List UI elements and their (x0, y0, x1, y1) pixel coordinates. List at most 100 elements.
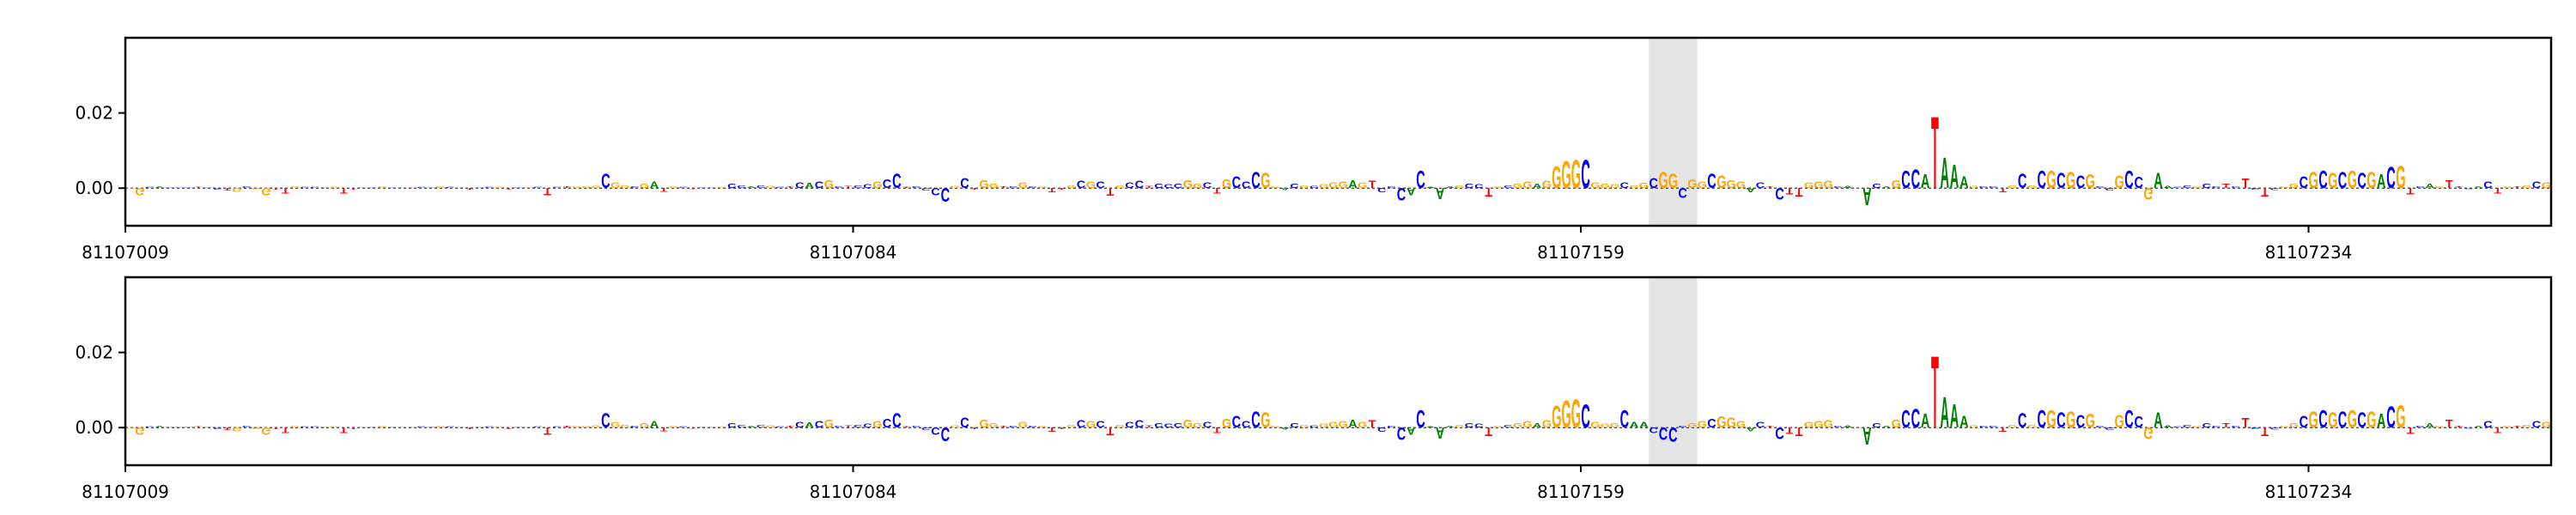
logo-letter: C (1028, 186, 1037, 189)
logo-letter: C (2415, 426, 2425, 428)
logo-letter: C (1416, 405, 1425, 433)
logo-letter: C (2018, 410, 2026, 433)
logo-letter: C (863, 184, 872, 189)
y-tick-label: 0.00 (75, 417, 113, 438)
logo-letter: C (1290, 184, 1298, 191)
logo-letter: C (1232, 413, 1241, 431)
logo-letter: T (787, 426, 795, 428)
logo-letter: C (2357, 169, 2366, 193)
logo-letter: G (1222, 178, 1231, 191)
logo-letter: C (1465, 184, 1473, 191)
logo-letter: T (970, 427, 979, 430)
logo-letter: C (1077, 179, 1086, 191)
logo-letter: T (505, 427, 513, 429)
logo-letter: C (2251, 188, 2260, 191)
logo-letter: C (2300, 173, 2308, 191)
logo-letter: G (1823, 418, 1832, 430)
logo-letter: G (2542, 421, 2551, 430)
logo-letter: T (223, 187, 231, 191)
logo-letter: C (1649, 176, 1658, 191)
logo-letter: C (2076, 410, 2085, 432)
logo-letter: C (2415, 186, 2425, 189)
logo-letter: G (1892, 417, 1901, 430)
logo-letter: T (2261, 185, 2269, 198)
logo-letter: G (581, 426, 591, 428)
logo-letter: C (1620, 181, 1630, 190)
logo-letter: C (388, 187, 398, 188)
logo-letter: C (931, 425, 940, 437)
logo-letter: G (611, 181, 620, 190)
logo-letter: T (1058, 188, 1066, 191)
logo-letter: G (494, 427, 503, 428)
logo-letter: C (854, 424, 863, 428)
logo-letter: C (2202, 423, 2211, 430)
logo-letter: G (1261, 409, 1270, 433)
logo-letter: C (1397, 424, 1406, 444)
logo-letter: G (1270, 186, 1279, 189)
logo-letter: T (787, 186, 795, 189)
logo-letter: C (301, 187, 310, 189)
logo-letter: C (1911, 404, 1920, 434)
logo-letter: C (756, 185, 766, 189)
logo-letter: G (329, 427, 338, 428)
logo-letter: G (1455, 424, 1464, 428)
logo-letter: G (2434, 186, 2444, 189)
logo-letter: C (416, 427, 426, 428)
logo-letter: G (1066, 185, 1076, 189)
logo-letter: G (436, 426, 446, 428)
logo-letter: C (737, 185, 746, 189)
logo-letter: C (1154, 423, 1163, 430)
logo-letter: T (2261, 424, 2269, 438)
logo-letter: G (1193, 423, 1202, 430)
logo-letter: A (2426, 423, 2434, 430)
logo-letter: G (436, 186, 446, 189)
logo-letter: T (194, 187, 203, 189)
logo-letter: T (660, 187, 668, 192)
logo-letter: A (2426, 184, 2434, 191)
logo-letter: C (1474, 184, 1483, 189)
logo-letter: C (184, 427, 193, 428)
logo-letter: T (525, 187, 533, 188)
logo-letter: G (290, 426, 300, 428)
logo-letter: G (1727, 178, 1736, 191)
logo-letter: T (690, 427, 698, 429)
logo-letter: C (1251, 167, 1261, 193)
logo-letter: G (1571, 154, 1581, 197)
logo-letter: C (678, 187, 688, 189)
logo-letter: C (2057, 409, 2066, 433)
logo-letter: A (2474, 426, 2483, 428)
logo-letter: T (902, 427, 911, 428)
logo-letter: C (2270, 427, 2280, 430)
logo-letter: A (1406, 425, 1416, 437)
logo-letter: A (1445, 426, 1455, 428)
logo-letter: C (921, 187, 931, 191)
logo-letter: T (2407, 426, 2415, 437)
logo-letter: A (1959, 413, 1968, 431)
logo-letter: C (1775, 185, 1783, 203)
logo-letter: C (2124, 405, 2133, 433)
logo-letter: T (2513, 186, 2522, 189)
logo-letter: C (834, 186, 843, 189)
logo-letter: G (572, 426, 581, 428)
logo-letter: C (727, 423, 736, 430)
logo-letter: T (1213, 186, 1221, 196)
x-tick-label: 81107009 (82, 482, 169, 502)
logo-letter: T (1999, 186, 2007, 193)
logo-letter: G (1687, 178, 1697, 191)
logo-letter: A (2377, 172, 2386, 193)
logo-letter: G (1066, 424, 1076, 428)
logo-letter: T (844, 185, 853, 189)
logo-letter: C (2483, 419, 2492, 430)
logo-letter: C (2018, 171, 2026, 194)
logo-letter: C (892, 410, 901, 433)
logo-letter: T (466, 188, 475, 191)
logo-letter: G (2280, 186, 2289, 189)
logo-letter: G (1115, 185, 1125, 189)
logo-letter: G (1629, 185, 1638, 189)
logo-letter: G (2143, 185, 2153, 203)
logo-letter: G (1299, 185, 1309, 189)
logo-letter: G (1338, 419, 1347, 430)
logo-letter: C (678, 427, 688, 428)
logo-letter: T (2445, 417, 2453, 430)
logo-letter: A (1630, 421, 1639, 429)
